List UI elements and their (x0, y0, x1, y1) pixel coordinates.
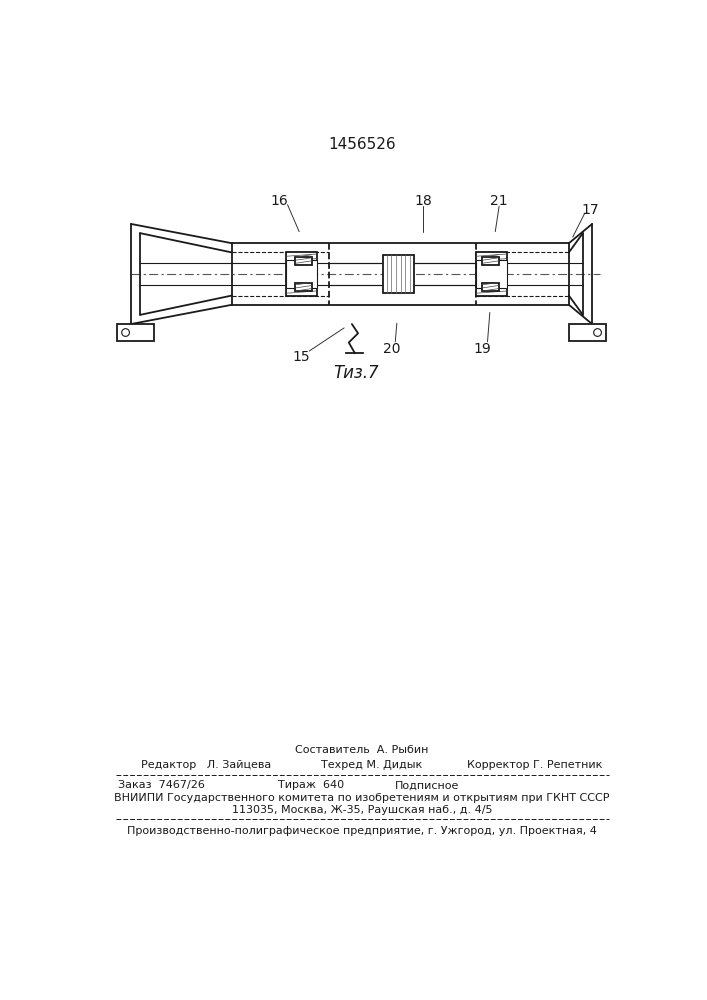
Text: 113035, Москва, Ж-35, Раушская наб., д. 4/5: 113035, Москва, Ж-35, Раушская наб., д. … (232, 805, 492, 815)
Text: ВНИИПИ Государственного комитета по изобретениям и открытиям при ГКНТ СССР: ВНИИПИ Государственного комитета по изоб… (115, 793, 609, 803)
Text: Составитель  А. Рыбин: Составитель А. Рыбин (296, 745, 428, 755)
Text: 18: 18 (414, 194, 432, 208)
Text: Производственно-полиграфическое предприятие, г. Ужгород, ул. Проектная, 4: Производственно-полиграфическое предприя… (127, 826, 597, 836)
Text: Редактор   Л. Зайцева: Редактор Л. Зайцева (141, 760, 271, 770)
Text: 17: 17 (581, 203, 599, 217)
Bar (296, 257, 312, 265)
Text: 19: 19 (473, 342, 491, 356)
Text: Корректор Г. Репетник: Корректор Г. Репетник (467, 760, 602, 770)
Bar (482, 283, 499, 291)
Text: Заказ  7467/26: Заказ 7467/26 (118, 780, 205, 790)
Text: 20: 20 (383, 342, 401, 356)
Bar (476, 252, 507, 296)
Bar (296, 283, 312, 291)
Text: 16: 16 (271, 194, 288, 208)
Text: 21: 21 (491, 194, 508, 208)
Bar (476, 260, 507, 288)
Text: Подписное: Подписное (395, 780, 459, 790)
Bar (286, 252, 317, 296)
Text: Τиз.7: Τиз.7 (333, 364, 378, 382)
Text: Техред М. Дидык: Техред М. Дидык (321, 760, 422, 770)
Text: 15: 15 (293, 350, 310, 364)
Bar (383, 255, 414, 293)
Bar (569, 324, 606, 341)
Bar (286, 260, 317, 288)
Text: 1456526: 1456526 (328, 137, 396, 152)
Bar (117, 324, 154, 341)
Bar (482, 257, 499, 265)
Text: Тираж  640: Тираж 640 (279, 780, 344, 790)
